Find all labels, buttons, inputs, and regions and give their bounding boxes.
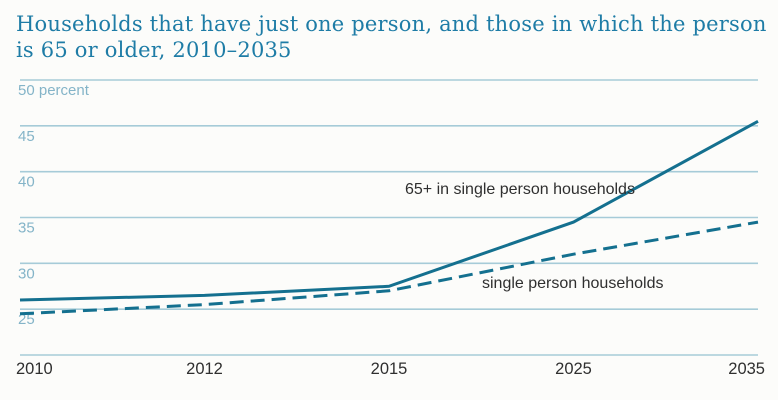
x-tick-label-2035: 2035 [728,360,765,378]
chart-title-line2: is 65 or older, 2010–2035 [16,38,292,62]
chart-title: Households that have just one person, an… [16,11,767,63]
y-tick-label-50: 50 percent [18,82,90,99]
series-line-dashed [19,220,759,316]
series-line-solid [19,119,759,302]
chart-title-line1: Households that have just one person, an… [16,12,767,36]
y-tick-label-45: 45 [18,128,35,145]
y-tick-label-40: 40 [18,174,35,191]
y-tick-label-35: 35 [18,220,35,237]
y-tick-label-25: 25 [18,311,35,328]
series-label-0: 65+ in single person households [405,181,635,198]
y-tick-label-30: 30 [18,265,35,282]
series-label-1: single person households [482,275,664,292]
x-tick-label-2012: 2012 [186,360,223,378]
x-tick-label-2025: 2025 [555,360,592,378]
x-tick-label-2015: 2015 [371,360,408,378]
x-tick-label-2010: 2010 [16,360,53,378]
